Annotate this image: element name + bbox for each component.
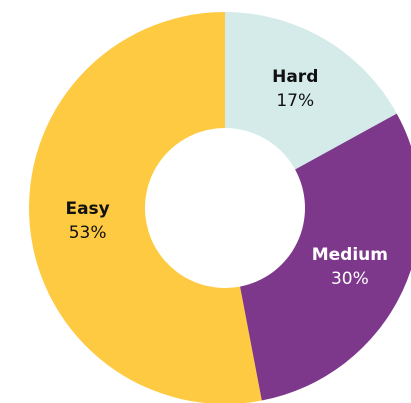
slice xyxy=(29,12,262,403)
slice-label: Easy xyxy=(65,199,109,219)
value-label: 17% xyxy=(276,91,314,111)
slice-label: Medium xyxy=(312,245,388,265)
value-label: 30% xyxy=(331,269,369,289)
slice-label: Hard xyxy=(272,67,318,87)
slice xyxy=(239,113,411,401)
slice xyxy=(225,12,397,170)
value-label: 53% xyxy=(69,223,107,243)
